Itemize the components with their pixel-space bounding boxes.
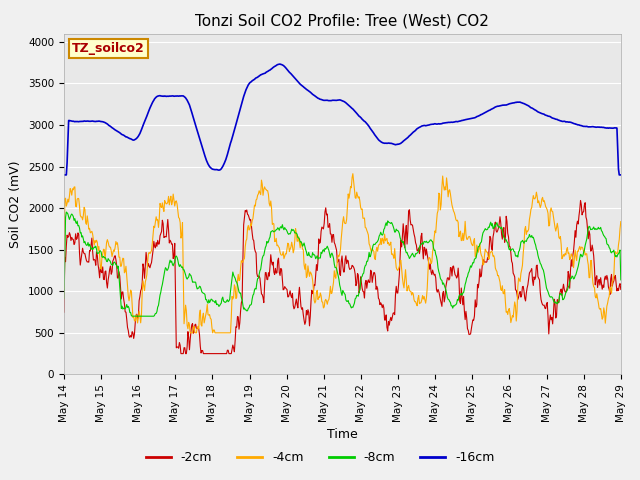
-2cm [411,234,419,240]
-16cm [411,128,419,134]
-2cm [177,351,185,357]
-2cm [60,309,68,315]
-4cm [349,171,356,177]
-2cm [70,241,78,247]
-2cm [428,269,435,275]
-2cm [214,351,222,357]
-16cm [617,172,625,178]
Line: -2cm: -2cm [64,201,621,354]
Line: -8cm: -8cm [64,212,621,316]
-4cm [184,326,192,332]
Line: -16cm: -16cm [64,64,621,175]
-2cm [577,198,584,204]
-4cm [617,219,625,225]
-4cm [186,330,194,336]
-16cm [60,172,68,178]
-4cm [214,330,222,336]
Y-axis label: Soil CO2 (mV): Soil CO2 (mV) [10,160,22,248]
-4cm [127,288,135,294]
-2cm [127,334,135,340]
-8cm [60,296,68,301]
-8cm [428,238,436,244]
Line: -4cm: -4cm [64,174,621,333]
-16cm [428,121,435,127]
-8cm [617,277,625,283]
-16cm [214,167,221,173]
Text: TZ_soilco2: TZ_soilco2 [72,42,145,55]
-8cm [63,209,70,215]
-8cm [71,216,79,221]
-8cm [128,313,136,319]
Title: Tonzi Soil CO2 Profile: Tree (West) CO2: Tonzi Soil CO2 Profile: Tree (West) CO2 [195,13,490,28]
-8cm [412,251,419,256]
-16cm [127,136,135,142]
-8cm [131,313,139,319]
-16cm [184,99,192,105]
X-axis label: Time: Time [327,428,358,441]
-2cm [617,287,625,292]
-4cm [412,299,419,304]
-4cm [428,259,436,265]
Legend: -2cm, -4cm, -8cm, -16cm: -2cm, -4cm, -8cm, -16cm [141,446,499,469]
-16cm [70,119,78,124]
-8cm [186,271,193,276]
-8cm [215,303,223,309]
-2cm [185,335,193,340]
-4cm [70,184,78,190]
-4cm [60,286,68,291]
-16cm [276,61,284,67]
